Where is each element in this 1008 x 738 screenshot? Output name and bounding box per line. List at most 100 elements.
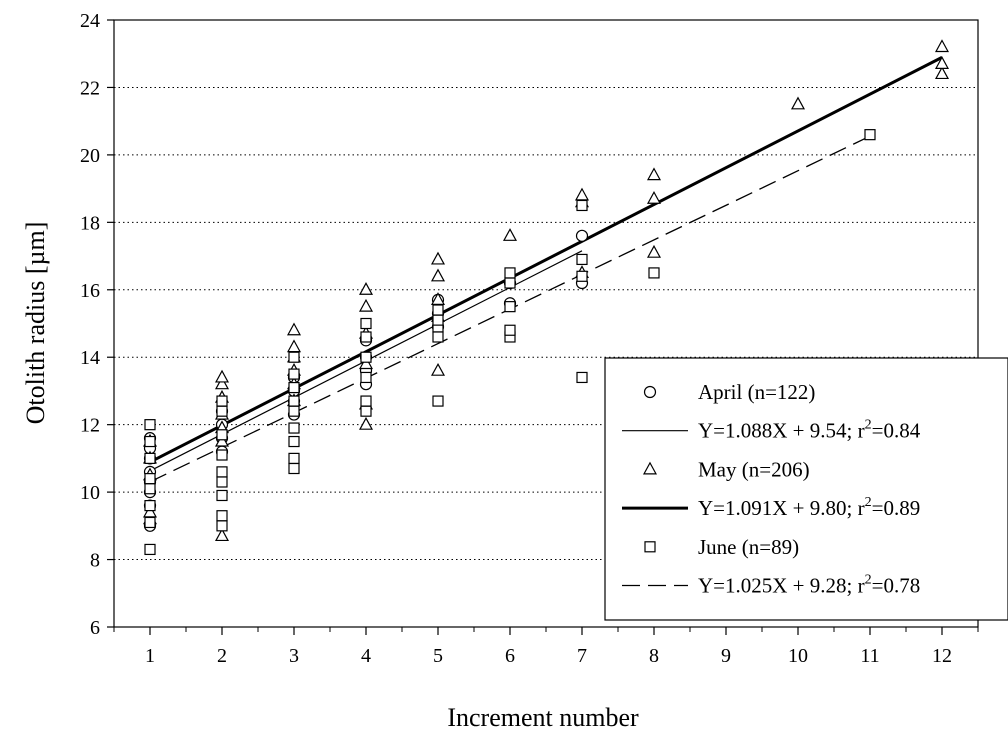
april-point: [575, 229, 589, 242]
june-point: [360, 395, 372, 407]
may-point: [214, 528, 230, 542]
may-point: [286, 322, 302, 336]
legend-r2-value: =0.89: [872, 496, 921, 520]
legend-label: June (n=89): [698, 535, 799, 559]
june-point: [360, 331, 372, 343]
may-point: [574, 187, 590, 201]
june-point: [288, 422, 300, 434]
legend-equation: Y=1.088X + 9.54; r: [698, 419, 865, 443]
june-point: [504, 277, 516, 289]
june-point: [216, 520, 228, 532]
june-point: [576, 253, 588, 266]
legend: April (n=122)Y=1.088X + 9.54; r2=0.84May…: [604, 357, 1008, 621]
x-tick-label: 8: [649, 645, 659, 667]
june-point: [144, 435, 156, 448]
may-point: [214, 369, 230, 383]
june-point: [144, 500, 156, 512]
fit-line: [149, 56, 943, 464]
x-axis-ticks: 1 2 3 4 5 6 7 8 9 10 11 12: [113, 627, 979, 667]
may-point: [430, 251, 446, 265]
june-point: [504, 324, 516, 336]
may-point: [358, 356, 374, 370]
y-tick-label: 12: [80, 415, 100, 437]
x-tick-label: 5: [433, 645, 443, 667]
y-tick-label: 8: [90, 550, 100, 572]
x-tick-label: 11: [860, 645, 879, 667]
may-point: [502, 228, 518, 241]
may-point: [934, 39, 950, 53]
x-tick-label: 12: [932, 645, 952, 667]
may-point: [646, 190, 662, 204]
june-point: [216, 466, 228, 478]
legend-equation: Y=1.025X + 9.28; r: [698, 574, 865, 598]
june-point: [864, 129, 876, 141]
may-point: [646, 167, 662, 181]
may-point: [430, 268, 446, 282]
legend-label: Y=1.088X + 9.54; r2=0.84: [698, 418, 921, 443]
triangle-legend-marker: [642, 461, 658, 475]
y-tick-label: 18: [80, 212, 100, 234]
june-point: [216, 489, 228, 502]
x-tick-label: 7: [577, 645, 587, 667]
june-point: [216, 395, 228, 407]
june-point: [216, 510, 228, 522]
june-point: [288, 351, 300, 363]
june-point: [432, 314, 444, 326]
legend-superscript: 2: [865, 573, 872, 588]
june-point: [648, 267, 660, 279]
june-point: [504, 267, 516, 279]
y-tick-label: 24: [80, 10, 100, 32]
june-point: [288, 381, 300, 394]
may-point: [934, 66, 950, 80]
june-point: [576, 371, 588, 384]
june-point: [360, 317, 372, 330]
x-tick-label: 4: [361, 645, 371, 667]
legend-label: April (n=122): [698, 380, 815, 404]
june-point: [216, 405, 228, 417]
y-axis-ticks: 6 8 10 12 14 16 18 20 22 24: [80, 10, 114, 639]
june-point: [144, 543, 156, 556]
june-point: [216, 476, 228, 488]
may-point: [358, 298, 374, 312]
may-point: [214, 433, 230, 447]
y-tick-label: 10: [80, 482, 100, 504]
data-points: [142, 39, 950, 556]
x-tick-label: 3: [289, 645, 299, 667]
june-point: [288, 452, 300, 464]
june-point: [144, 419, 156, 431]
legend-label: May (n=206): [698, 457, 810, 481]
june-point: [432, 331, 444, 343]
may-point: [358, 282, 374, 295]
circle-legend-marker: [643, 385, 657, 399]
may-point: [790, 96, 806, 110]
y-tick-label: 6: [90, 617, 100, 639]
june-point: [288, 368, 300, 380]
x-tick-label: 6: [505, 645, 515, 667]
june-point: [360, 351, 372, 363]
june-point: [360, 405, 372, 417]
june-point: [288, 435, 300, 448]
y-tick-label: 14: [80, 347, 100, 369]
x-tick-label: 1: [145, 645, 155, 667]
june-point: [216, 429, 228, 441]
legend-label: Y=1.091X + 9.80; r2=0.89: [698, 495, 920, 520]
may-point: [934, 56, 950, 69]
may-point: [142, 504, 158, 518]
may-point: [214, 376, 230, 390]
legend-r2-value: =0.84: [872, 419, 921, 443]
june-point: [216, 449, 228, 461]
june-point: [144, 483, 156, 495]
june-point: [432, 304, 444, 316]
june-point: [504, 301, 516, 313]
may-point: [430, 362, 446, 376]
legend-box: [604, 357, 1008, 621]
x-axis-title: Increment number: [447, 703, 639, 732]
y-tick-label: 22: [80, 77, 100, 99]
y-axis-title: Otolith radius [µm]: [21, 222, 50, 425]
x-tick-label: 10: [788, 645, 808, 667]
may-point: [430, 292, 446, 305]
gridlines: [114, 86, 978, 561]
x-tick-label: 9: [721, 645, 731, 667]
legend-superscript: 2: [865, 418, 872, 433]
june-point: [144, 516, 156, 529]
